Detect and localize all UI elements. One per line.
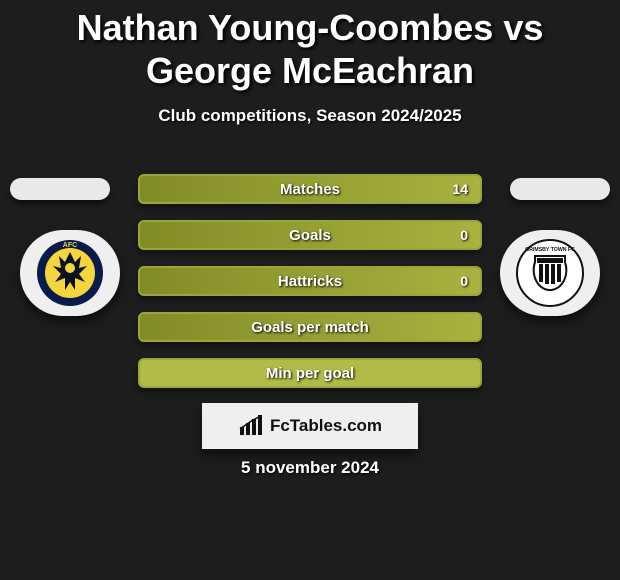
- player-pill-left: [10, 178, 110, 200]
- stat-bar-min-per-goal: Min per goal: [138, 358, 482, 388]
- stat-label: Goals per match: [140, 319, 480, 336]
- stat-bar-matches: Matches14: [138, 174, 482, 204]
- bar-chart-icon: [238, 415, 264, 437]
- stats-bars: Matches14Goals0Hattricks0Goals per match…: [138, 174, 482, 404]
- subtitle: Club competitions, Season 2024/2025: [0, 106, 620, 126]
- stat-bar-hattricks: Hattricks0: [138, 266, 482, 296]
- grimsby-crest-icon: GRIMSBY TOWN FC: [515, 238, 585, 308]
- fctables-logo: FcTables.com: [202, 403, 418, 449]
- stat-value: 14: [452, 181, 468, 197]
- club-crest-left: AFC: [20, 230, 120, 316]
- wimbledon-crest-icon: AFC: [35, 238, 105, 308]
- svg-text:AFC: AFC: [63, 242, 77, 249]
- stat-value: 0: [460, 227, 468, 243]
- stat-value: 0: [460, 273, 468, 289]
- stat-label: Min per goal: [140, 365, 480, 382]
- club-crest-right: GRIMSBY TOWN FC: [500, 230, 600, 316]
- player-pill-right: [510, 178, 610, 200]
- svg-text:GRIMSBY TOWN FC: GRIMSBY TOWN FC: [525, 247, 575, 253]
- stat-label: Hattricks: [140, 273, 480, 290]
- stat-label: Goals: [140, 227, 480, 244]
- stat-label: Matches: [140, 181, 480, 198]
- page-title: Nathan Young-Coombes vs George McEachran: [0, 0, 620, 92]
- stat-bar-goals-per-match: Goals per match: [138, 312, 482, 342]
- stat-bar-goals: Goals0: [138, 220, 482, 250]
- logo-text: FcTables.com: [270, 416, 382, 436]
- date-label: 5 november 2024: [0, 458, 620, 478]
